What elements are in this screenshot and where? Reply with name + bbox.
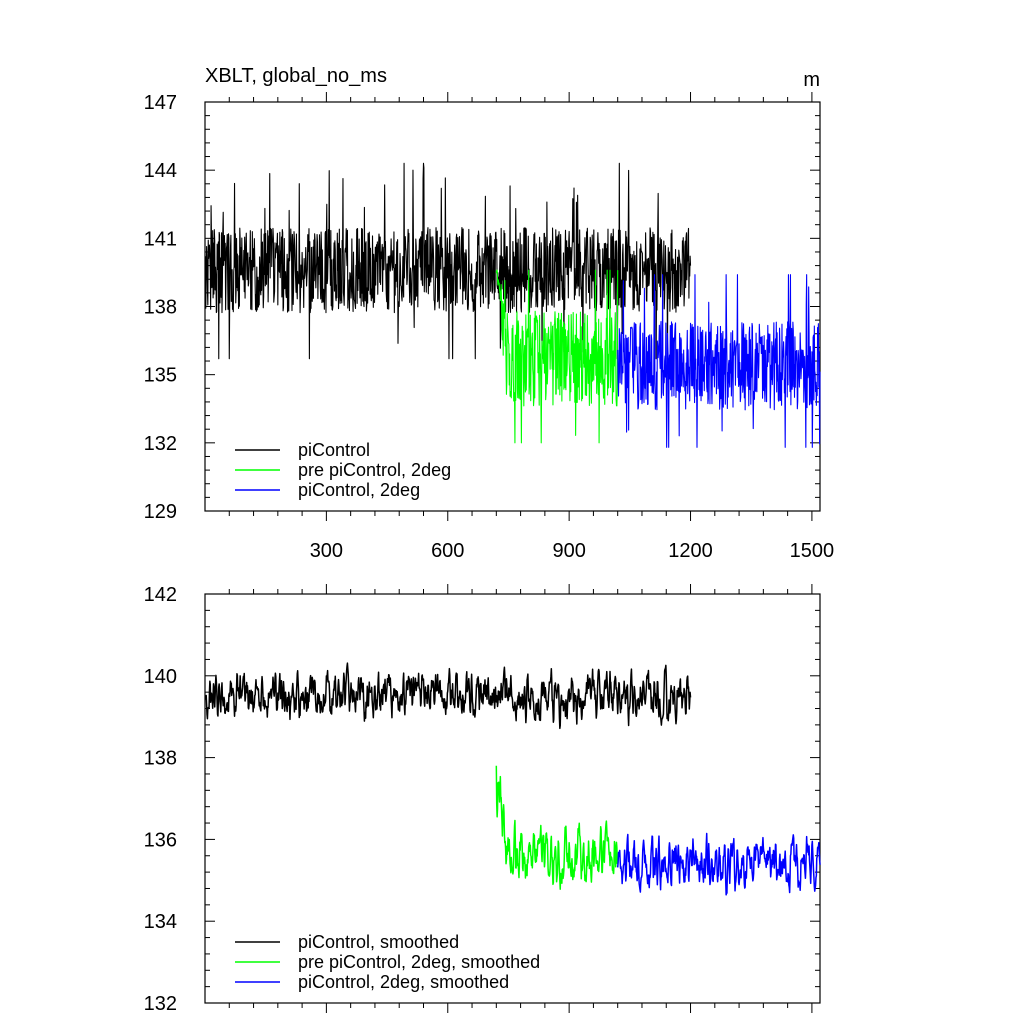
bottom-panel: 132 134 136 138 140 142 piControl, smoothedpr…	[144, 584, 821, 1015]
y-tick-label: 132	[144, 433, 177, 455]
x-tick-label: 300	[310, 540, 343, 562]
y-tick-label: 135	[144, 365, 177, 387]
y-tick-label: 129	[144, 501, 177, 523]
series-line-pre-picontrol-2deg-smoothed	[495, 765, 619, 890]
top-panel: XBLT, global_no_ms m 1291321351381411441…	[144, 65, 835, 562]
y-tick-label: 138	[144, 297, 177, 319]
legend-label: piControl, 2deg	[298, 480, 420, 500]
top-plot-area: 129 132 135 138 141 144 147 300 600 900 1200 1500	[144, 92, 835, 562]
x-tick-label: 1200	[668, 540, 713, 562]
y-tick-label: 132	[144, 993, 177, 1015]
units-label: m	[803, 69, 820, 91]
y-tick-label: 141	[144, 228, 177, 250]
chart-title: XBLT, global_no_ms	[205, 65, 387, 87]
y-tick-label: 142	[144, 584, 177, 606]
legend-label: pre piControl, 2deg, smoothed	[298, 952, 540, 972]
series-line-picontrol-2deg-smoothed	[616, 832, 821, 896]
legend-label: piControl, 2deg, smoothed	[298, 972, 509, 992]
y-tick-label: 147	[144, 92, 177, 114]
bottom-plot-area: 132 134 136 138 140 142	[144, 584, 821, 1015]
x-tick-label: 1500	[790, 540, 835, 562]
series-line-picontrol-2deg	[617, 274, 821, 448]
y-tick-label: 134	[144, 911, 177, 933]
y-tick-label: 140	[144, 666, 177, 688]
legend-label: pre piControl, 2deg	[298, 460, 451, 480]
plot-frame	[204, 593, 821, 1004]
series-line-picontrol-smoothed	[204, 662, 692, 730]
y-tick-label: 138	[144, 748, 177, 770]
y-tick-label: 136	[144, 829, 177, 851]
y-tick-label: 144	[144, 160, 177, 182]
x-tick-label: 900	[552, 540, 585, 562]
x-tick-label: 600	[431, 540, 464, 562]
legend-label: piControl, smoothed	[298, 932, 459, 952]
legend-label: piControl	[298, 440, 370, 460]
series-line-pre-picontrol-2deg	[495, 269, 619, 444]
